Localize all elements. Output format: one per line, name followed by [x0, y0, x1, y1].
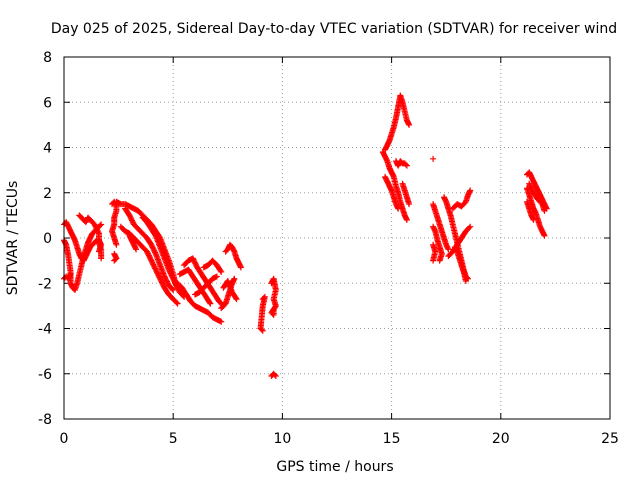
data-point — [231, 275, 238, 282]
data-point — [270, 307, 277, 314]
y-tick-label: 4 — [43, 141, 52, 157]
chart-title: Day 025 of 2025, Sidereal Day-to-day VTE… — [51, 21, 617, 37]
data-point — [218, 318, 225, 325]
data-point — [98, 221, 105, 228]
data-point — [462, 277, 469, 284]
x-tick-label: 15 — [383, 431, 401, 447]
data-point — [259, 327, 266, 334]
y-tick-label: 6 — [43, 95, 52, 111]
data-point — [152, 249, 159, 256]
data-point — [430, 257, 437, 264]
data-point — [218, 268, 225, 275]
data-point — [217, 267, 224, 274]
data-point — [466, 224, 473, 231]
y-tick-label: 8 — [43, 50, 52, 66]
y-tick-label: -6 — [38, 367, 52, 383]
plot-frame — [63, 56, 611, 420]
data-point — [67, 271, 74, 278]
data-point — [395, 205, 402, 212]
data-point — [233, 296, 240, 303]
y-tick-label: 2 — [43, 186, 52, 202]
data-point — [271, 371, 278, 378]
data-point — [98, 255, 105, 262]
grid — [64, 57, 610, 419]
data-points — [61, 92, 550, 380]
y-tick-label: -4 — [38, 322, 52, 338]
data-point — [272, 373, 279, 380]
data-point — [213, 273, 220, 280]
data-point — [402, 161, 409, 168]
data-point — [95, 229, 102, 236]
data-point — [445, 246, 452, 253]
data-point — [541, 207, 548, 214]
data-point — [170, 287, 177, 294]
data-point — [403, 162, 410, 169]
data-point — [406, 121, 413, 128]
data-point — [206, 299, 213, 306]
y-tick-label: -8 — [38, 412, 52, 428]
data-point — [113, 241, 120, 248]
data-point — [173, 299, 180, 306]
data-point — [467, 187, 474, 194]
y-axis-label: SDTVAR / TECUs — [5, 181, 21, 296]
data-point — [237, 264, 244, 271]
data-point — [406, 201, 413, 208]
data-point — [530, 216, 537, 223]
x-tick-label: 0 — [60, 431, 69, 447]
x-tick-label: 5 — [169, 431, 178, 447]
data-point — [436, 257, 443, 264]
data-point — [95, 248, 102, 255]
x-axis-label: GPS time / hours — [276, 459, 393, 475]
axis-ticks: 0 5 10 15 20 25 -8 -6 -4 -2 0 2 4 6 8 — [38, 50, 619, 447]
x-tick-label: 20 — [492, 431, 510, 447]
data-point — [232, 294, 239, 301]
y-tick-label: -2 — [38, 276, 52, 292]
data-point — [258, 326, 265, 333]
data-point — [111, 250, 118, 257]
data-point — [174, 300, 181, 307]
data-point — [133, 246, 140, 253]
y-tick-label: 0 — [43, 231, 52, 247]
data-point — [467, 223, 474, 230]
data-point — [430, 155, 437, 162]
x-tick-label: 25 — [601, 431, 619, 447]
data-point — [207, 300, 214, 307]
x-tick-label: 10 — [273, 431, 291, 447]
data-point — [403, 216, 410, 223]
data-point — [169, 285, 176, 292]
data-point — [541, 232, 548, 239]
